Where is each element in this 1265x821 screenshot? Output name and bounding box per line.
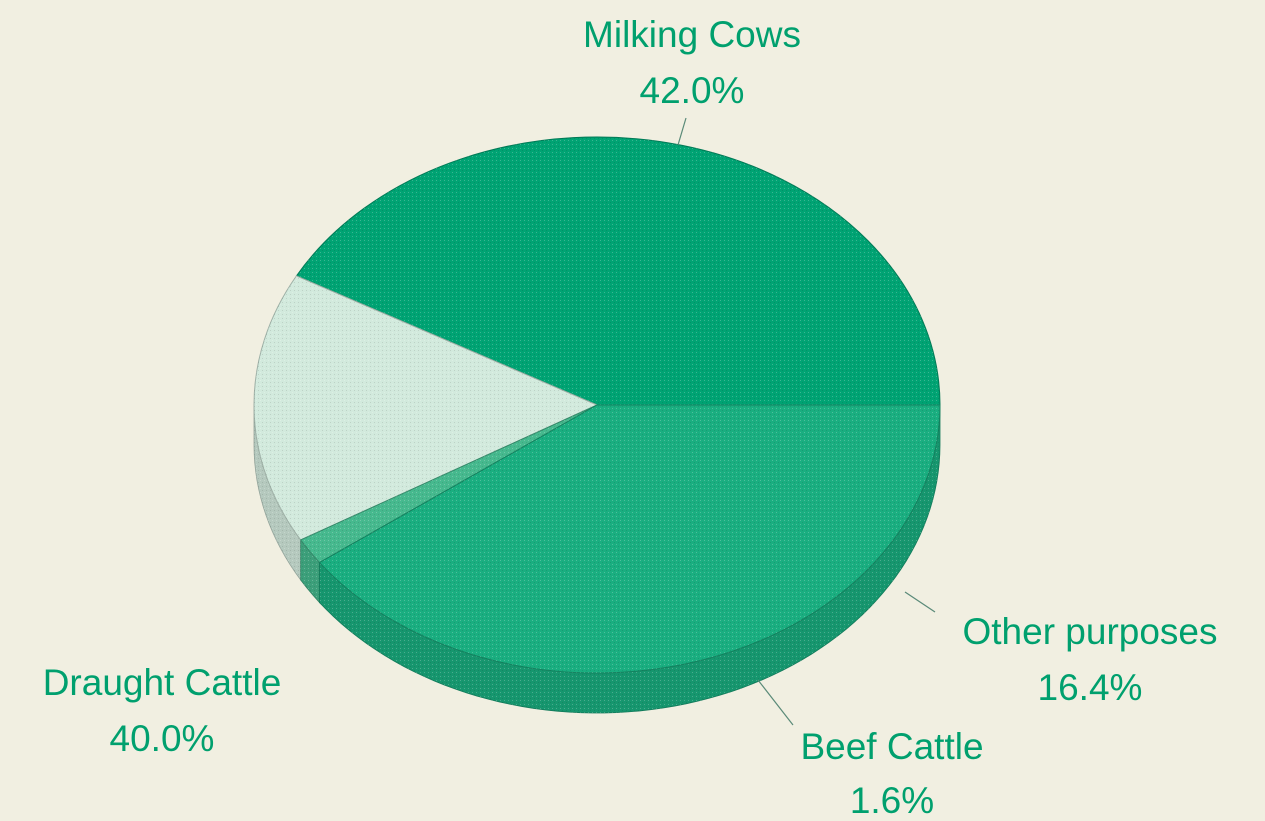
slice-label-other-purposes: Other purposes	[962, 611, 1217, 652]
pie-slice-texture-other-purposes	[253, 275, 597, 540]
pie-wall-texture-beef-cattle	[300, 539, 320, 603]
leader-milking-cows	[677, 117, 687, 146]
slice-value-milking-cows: 42.0%	[640, 70, 745, 111]
slice-value-other-purposes: 16.4%	[1038, 667, 1143, 708]
pie-wall-texture-draught-cattle	[319, 405, 940, 713]
label-leader-lines	[677, 117, 936, 726]
leader-beef-cattle	[757, 679, 794, 726]
pie-slice-texture-beef-cattle	[300, 405, 597, 563]
pie-slice-texture-milking-cows	[296, 137, 940, 405]
pie-top-faces	[253, 136, 941, 674]
slice-value-draught-cattle: 40.0%	[110, 718, 215, 759]
slice-label-draught-cattle: Draught Cattle	[43, 662, 282, 703]
slice-value-beef-cattle: 1.6%	[850, 780, 934, 821]
slice-label-beef-cattle: Beef Cattle	[800, 726, 983, 767]
pie-wall-texture-other-purposes	[254, 405, 301, 580]
slice-label-milking-cows: Milking Cows	[583, 14, 801, 55]
pie-slice-texture-draught-cattle	[319, 405, 940, 674]
leader-other-purposes	[904, 591, 936, 613]
